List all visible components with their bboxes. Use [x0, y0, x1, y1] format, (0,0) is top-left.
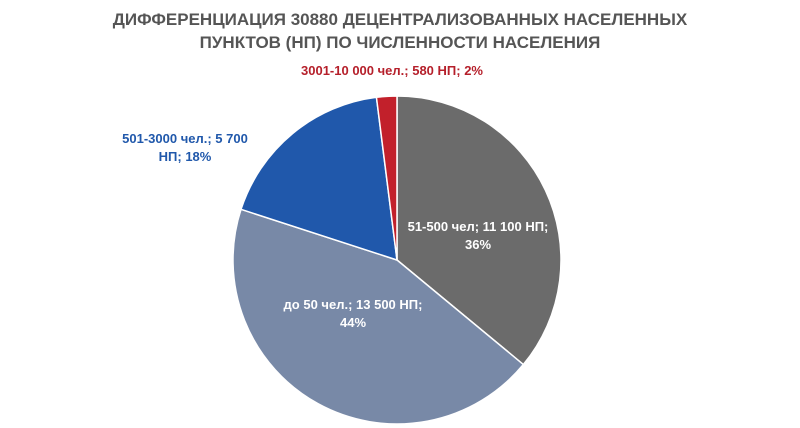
- slice-label: 51-500 чел; 11 100 НП; 36%: [388, 218, 568, 254]
- slice-category: 501-3000 чел.; 5 700 НП;: [122, 131, 248, 164]
- pie-slice: [396, 95, 562, 366]
- slice-label: 3001-10 000 чел.; 580 НП; 2%: [262, 62, 522, 80]
- pie-slice: [240, 96, 398, 262]
- pie-slice: [232, 208, 525, 425]
- slice-label: 501-3000 чел.; 5 700 НП; 18%: [120, 130, 250, 166]
- slice-value: 18%: [185, 149, 212, 164]
- slice-value: 36%: [464, 237, 492, 252]
- slice-category: 3001-10 000 чел.; 580 НП;: [301, 63, 461, 78]
- slice-category: 51-500 чел; 11 100 НП;: [407, 219, 549, 234]
- slice-category: до 50 чел.; 13 500 НП;: [283, 297, 423, 312]
- chart-title: ДИФФЕРЕНЦИАЦИЯ 30880 ДЕЦЕНТРАЛИЗОВАННЫХ …: [112, 10, 688, 52]
- slice-value: 44%: [339, 315, 367, 330]
- slice-value: 2%: [464, 63, 483, 78]
- slice-label: до 50 чел.; 13 500 НП; 44%: [258, 296, 448, 332]
- pie-slice: [375, 95, 398, 261]
